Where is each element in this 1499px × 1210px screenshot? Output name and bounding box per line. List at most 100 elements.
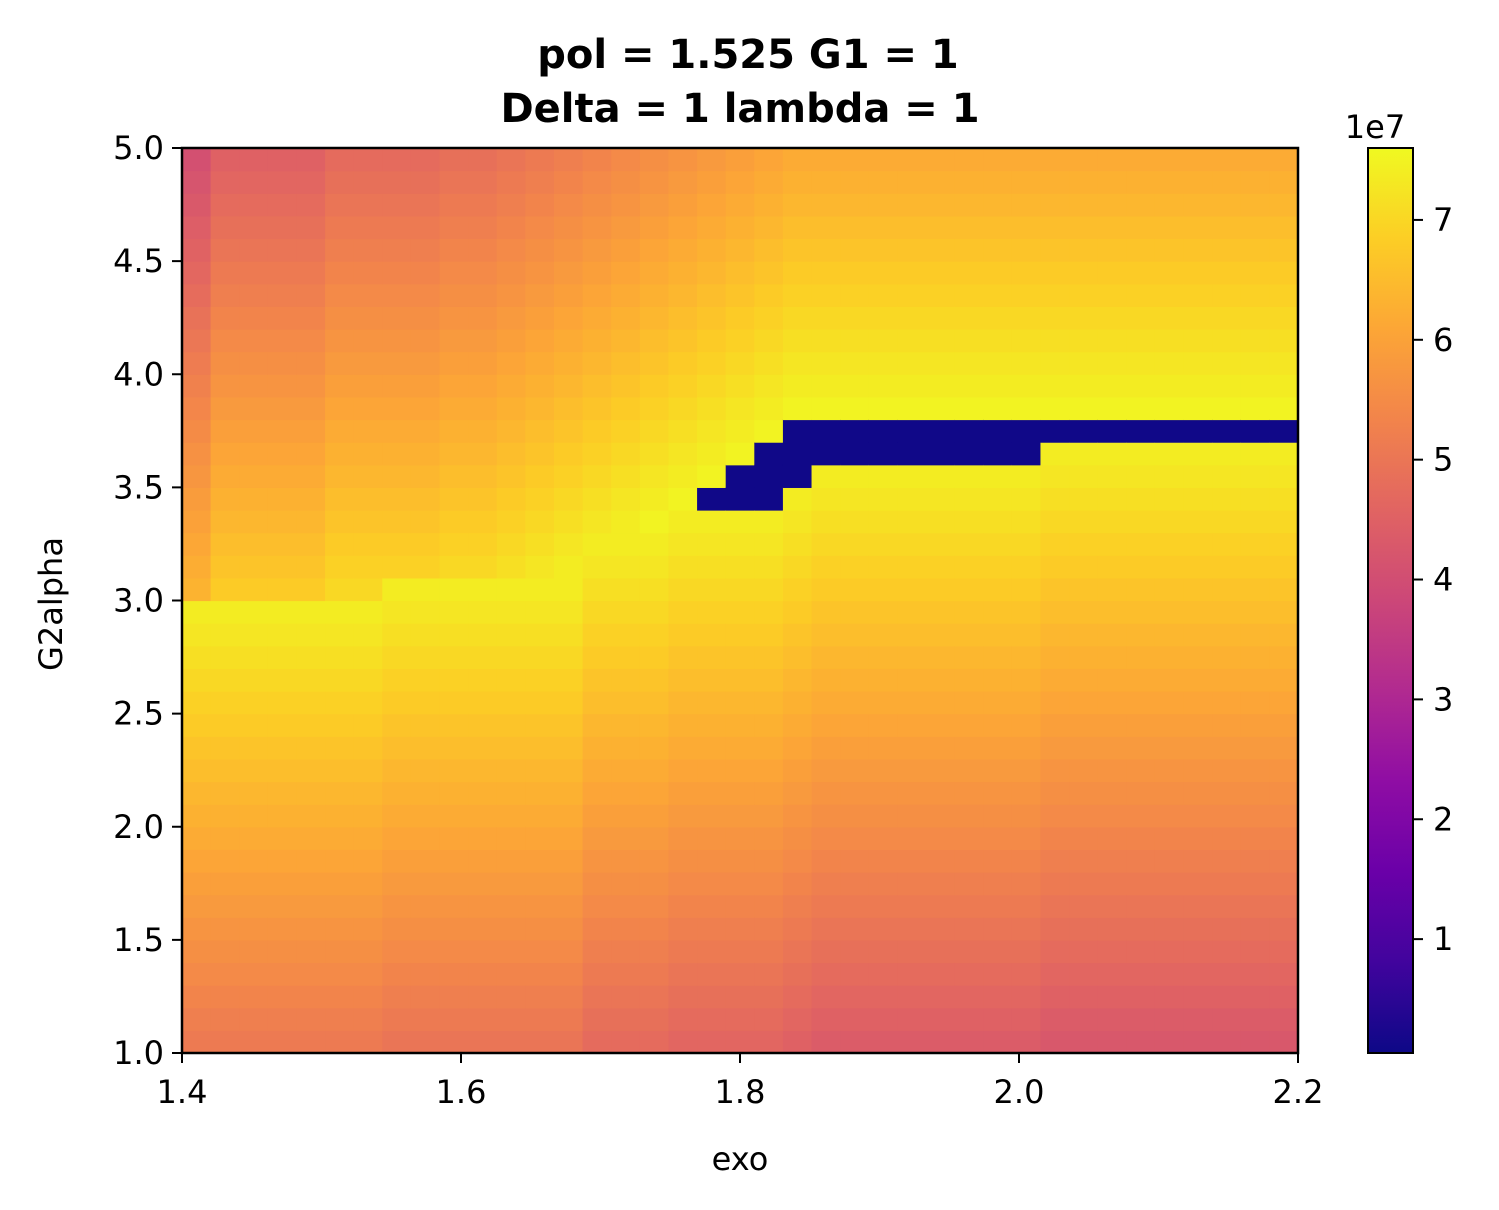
heatmap-cell	[582, 691, 612, 715]
heatmap-cell	[639, 464, 670, 488]
heatmap-cell	[611, 713, 641, 737]
heatmap-cell	[525, 329, 555, 353]
heatmap-cell	[954, 1030, 984, 1054]
heatmap-cell	[668, 532, 698, 556]
heatmap-cell	[639, 781, 670, 805]
heatmap-cell	[267, 804, 298, 828]
heatmap-cell	[439, 577, 469, 602]
heatmap-cell	[983, 1007, 1013, 1031]
heatmap-cell	[210, 600, 240, 624]
heatmap-cell	[1183, 170, 1213, 194]
heatmap-cell	[926, 442, 956, 466]
heatmap-cell	[725, 261, 755, 285]
heatmap-cell	[1011, 962, 1042, 986]
heatmap-cell	[353, 917, 383, 941]
heatmap-cell	[725, 894, 755, 918]
heatmap-cell	[468, 849, 498, 873]
heatmap-cell	[1097, 329, 1127, 353]
heatmap-cell	[496, 238, 526, 262]
heatmap-cell	[496, 170, 526, 194]
heatmap-cell	[210, 170, 240, 194]
heatmap-cell	[1240, 532, 1270, 556]
heatmap-cell	[840, 283, 870, 307]
heatmap-cell	[697, 215, 727, 240]
heatmap-cell	[611, 1030, 641, 1054]
heatmap-cell	[496, 351, 526, 375]
heatmap-cell	[182, 962, 212, 986]
heatmap-cell	[1212, 781, 1242, 805]
heatmap-cell	[1069, 238, 1099, 262]
heatmap-cell	[1097, 374, 1127, 398]
heatmap-cell	[1097, 487, 1127, 511]
heatmap-cell	[525, 985, 555, 1009]
heatmap-cell	[897, 985, 927, 1009]
heatmap-cell	[410, 713, 441, 737]
heatmap-cell	[954, 396, 984, 421]
heatmap-cell	[554, 261, 584, 285]
heatmap-cell	[868, 510, 898, 534]
heatmap-cell	[668, 668, 698, 692]
y-tick-label: 3.0	[113, 582, 164, 620]
heatmap-cell	[1183, 894, 1213, 918]
heatmap-cell	[410, 148, 441, 172]
heatmap-cell	[1269, 872, 1299, 896]
heatmap-cell	[210, 283, 240, 307]
heatmap-cell	[582, 917, 612, 941]
heatmap-cell	[1126, 645, 1156, 669]
heatmap-cell	[697, 261, 727, 285]
heatmap-cell	[525, 193, 555, 217]
heatmap-cell	[325, 170, 355, 194]
heatmap-cell	[239, 193, 269, 217]
heatmap-cell	[382, 1007, 412, 1031]
heatmap-cell	[1126, 1030, 1156, 1054]
heatmap-cell	[439, 781, 469, 805]
heatmap-cell	[410, 985, 441, 1009]
heatmap-cell	[525, 238, 555, 262]
heatmap-cell	[697, 894, 727, 918]
heatmap-cell	[897, 148, 927, 172]
heatmap-cell	[1154, 872, 1185, 896]
heatmap-cell	[525, 962, 555, 986]
heatmap-cell	[525, 577, 555, 602]
heatmap-cell	[439, 351, 469, 375]
heatmap-cell	[811, 713, 841, 737]
heatmap-cell	[840, 781, 870, 805]
heatmap-cell	[1269, 510, 1299, 534]
heatmap-cell	[353, 261, 383, 285]
heatmap-cell	[1183, 283, 1213, 307]
heatmap-cell	[267, 826, 298, 850]
heatmap-cell	[439, 872, 469, 896]
heatmap-cell	[639, 917, 670, 941]
heatmap-cell	[182, 238, 212, 262]
heatmap-cell	[1154, 736, 1185, 760]
heatmap-cell	[353, 215, 383, 240]
heatmap-cell	[611, 872, 641, 896]
heatmap-cell	[210, 1007, 240, 1031]
heatmap-cell	[1240, 645, 1270, 669]
heatmap-cell	[267, 577, 298, 602]
heatmap-cell	[325, 148, 355, 172]
heatmap-cell	[639, 804, 670, 828]
heatmap-cell	[611, 510, 641, 534]
heatmap-cell	[325, 962, 355, 986]
heatmap-cell	[897, 600, 927, 624]
heatmap-cell	[754, 193, 784, 217]
heatmap-cell	[926, 1007, 956, 1031]
heatmap-cell	[325, 668, 355, 692]
heatmap-cell	[325, 645, 355, 669]
heatmap-cell	[1183, 532, 1213, 556]
heatmap-cell	[525, 510, 555, 534]
heatmap-cell	[468, 600, 498, 624]
heatmap-cell	[296, 193, 326, 217]
heatmap-cell	[1097, 193, 1127, 217]
heatmap-cell	[1097, 849, 1127, 873]
heatmap-cell	[811, 329, 841, 353]
heatmap-cell	[353, 351, 383, 375]
heatmap-cell	[1269, 306, 1299, 330]
heatmap-cell	[840, 351, 870, 375]
heatmap-cell	[1040, 917, 1070, 941]
heatmap-cell	[1154, 1030, 1185, 1054]
heatmap-cell	[1011, 804, 1042, 828]
heatmap-cell	[496, 985, 526, 1009]
heatmap-cell	[296, 781, 326, 805]
